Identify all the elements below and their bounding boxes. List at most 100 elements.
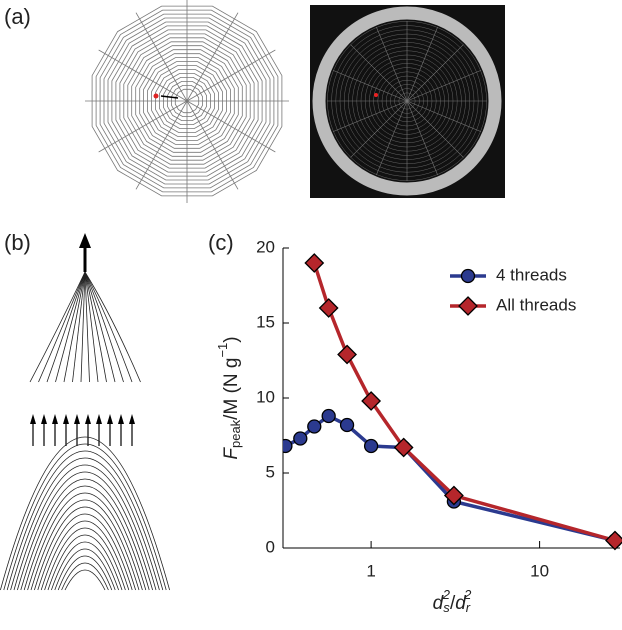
web-spoke xyxy=(98,49,188,102)
label-part: peak xyxy=(228,419,243,448)
photo-spoke xyxy=(350,100,408,158)
small-arrow-head xyxy=(129,414,135,424)
label-part: 2 xyxy=(463,587,472,602)
photo-spoke xyxy=(376,100,408,176)
arch xyxy=(10,457,160,591)
small-arrow-head xyxy=(107,414,113,424)
photo-point xyxy=(374,93,378,97)
point xyxy=(605,530,622,551)
arch xyxy=(64,569,106,591)
legend-label: 4 threads xyxy=(496,265,567,284)
point xyxy=(283,438,293,454)
arch xyxy=(23,485,147,591)
label-part: d xyxy=(455,593,467,614)
y-tick-label: 10 xyxy=(256,387,275,406)
web-ring xyxy=(151,65,223,137)
web-ring xyxy=(119,33,255,169)
photo-spoke xyxy=(406,100,482,132)
small-arrow-head xyxy=(85,414,91,424)
arch xyxy=(20,478,150,591)
x-tick-label: 1 xyxy=(366,561,375,580)
fan-thread xyxy=(63,271,86,383)
label-part: / xyxy=(450,593,456,614)
arch xyxy=(40,520,130,591)
arch xyxy=(61,562,109,591)
fan-thread xyxy=(55,271,86,383)
label-part: 2 xyxy=(442,587,451,602)
y-tick-label: 15 xyxy=(256,312,275,331)
web-point xyxy=(153,93,159,99)
web-ring xyxy=(107,21,267,181)
small-arrow-head xyxy=(63,414,69,424)
fan-thread xyxy=(72,271,86,383)
point xyxy=(318,298,339,318)
arch xyxy=(44,527,126,591)
fan-thread xyxy=(84,271,99,383)
web-ring xyxy=(95,9,279,193)
panel-label: (b) xyxy=(4,230,31,255)
web-ring xyxy=(139,53,235,149)
x-axis-label: ds2/dr2 xyxy=(433,587,473,615)
fan-thread xyxy=(46,271,86,383)
label-part: F xyxy=(221,447,242,460)
label-part: ) xyxy=(221,336,242,342)
photo-ring xyxy=(312,6,502,196)
y-axis-label: Fpeak/M (N g−1) xyxy=(215,336,243,459)
web-ring xyxy=(99,13,275,189)
small-arrow-head xyxy=(96,414,102,424)
photo-spoke xyxy=(376,26,408,102)
label-part: −1 xyxy=(215,343,230,358)
point xyxy=(321,408,336,424)
legend-marker xyxy=(458,296,478,316)
legend-label: All threads xyxy=(496,295,576,314)
y-tick-label: 20 xyxy=(256,237,275,256)
web-ring xyxy=(103,17,271,185)
web-ring xyxy=(159,73,215,129)
web-ring xyxy=(123,37,251,165)
web-ring xyxy=(147,61,227,141)
arch xyxy=(37,513,133,591)
photo-spoke xyxy=(406,70,482,102)
web-spoke xyxy=(135,100,188,190)
arch xyxy=(54,548,116,591)
point xyxy=(363,438,379,454)
photo-spoke xyxy=(406,100,464,158)
point xyxy=(337,344,357,365)
label-part: s xyxy=(443,600,450,615)
x-tick-label: 10 xyxy=(530,561,549,580)
point xyxy=(393,437,414,458)
photo-spoke xyxy=(332,100,408,132)
web-ring xyxy=(155,69,219,133)
web-spoke xyxy=(98,100,188,153)
legend-marker xyxy=(460,268,476,284)
panel-label: (a) xyxy=(4,4,31,29)
series-line xyxy=(284,413,616,543)
web-ring xyxy=(135,49,239,153)
fan-thread xyxy=(84,271,90,383)
web-ring xyxy=(131,45,243,157)
fan-thread xyxy=(38,271,86,383)
web-photo xyxy=(310,5,505,198)
label-part: d xyxy=(433,593,445,614)
fan-thread xyxy=(84,271,133,383)
y-tick-label: 0 xyxy=(266,537,275,556)
arch xyxy=(3,443,167,591)
small-arrow-head xyxy=(30,414,36,424)
thread-diagram xyxy=(0,233,170,591)
web-ring xyxy=(127,41,247,161)
small-arrow-head xyxy=(41,414,47,424)
fan-thread xyxy=(80,271,86,383)
photo-spoke xyxy=(406,100,438,176)
fan-thread xyxy=(29,271,86,383)
small-arrow-head xyxy=(52,414,58,424)
web-arrow xyxy=(160,95,179,99)
arch xyxy=(13,464,157,591)
arch xyxy=(34,506,136,591)
arch xyxy=(6,450,164,591)
arch xyxy=(47,534,123,591)
fan-thread xyxy=(84,271,116,383)
photo-spoke xyxy=(406,26,438,102)
photo-spoke xyxy=(350,44,408,102)
